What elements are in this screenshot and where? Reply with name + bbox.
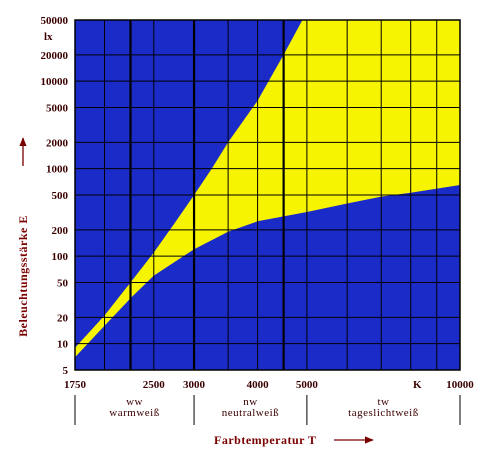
y-tick-label: 50000 — [41, 15, 69, 27]
y-tick-label: 50 — [57, 278, 69, 290]
plot-frame — [74, 19, 461, 371]
y-tick-label: 2000 — [46, 137, 69, 149]
region-abbreviation: tw — [377, 396, 389, 408]
x-axis-unit: K — [413, 379, 422, 391]
y-tick-label: 200 — [52, 225, 69, 237]
region-name: tageslichtweiß — [348, 407, 419, 419]
y-axis-unit: lx — [44, 31, 53, 43]
y-tick-label: 500 — [52, 190, 69, 202]
y-tick-label: 5 — [63, 365, 69, 377]
x-tick-label: 2500 — [143, 379, 166, 391]
y-tick-label: 20000 — [41, 50, 69, 62]
x-axis-title: Farbtemperatur T — [214, 433, 317, 447]
x-tick-label: 1750 — [64, 379, 87, 391]
region-abbreviation: ww — [126, 396, 143, 408]
region-below-fill — [75, 185, 460, 370]
region-abbreviation: nw — [243, 396, 257, 408]
y-axis-title-group: Beleuchtungsstärke E — [16, 137, 30, 337]
y-tick-label: 5000 — [46, 103, 69, 115]
x-tick-label: 10000 — [446, 379, 474, 391]
y-tick-label: 10 — [57, 339, 69, 351]
region-name: warmweiß — [109, 407, 159, 419]
y-axis-ticks: 5 10 20 50 100 200 500 1000 2000 5000 10000 20000 50… — [41, 15, 69, 377]
grid — [74, 19, 461, 371]
x-tick-label: 5000 — [296, 379, 319, 391]
plot-area — [74, 19, 461, 371]
y-tick-label: 20 — [57, 312, 69, 324]
x-axis-title-group: Farbtemperatur T — [214, 433, 374, 447]
y-tick-label: 1000 — [46, 164, 69, 176]
x-tick-label: 3000 — [183, 379, 206, 391]
y-axis-title: Beleuchtungsstärke E — [16, 215, 30, 337]
y-tick-label: 100 — [52, 251, 69, 263]
x-tick-label: 4000 — [247, 379, 270, 391]
y-tick-label: 10000 — [41, 76, 69, 88]
region-name: neutralweiß — [222, 407, 279, 419]
x-axis-ticks: 1750 2500 3000 4000 5000 10000 — [64, 379, 474, 391]
